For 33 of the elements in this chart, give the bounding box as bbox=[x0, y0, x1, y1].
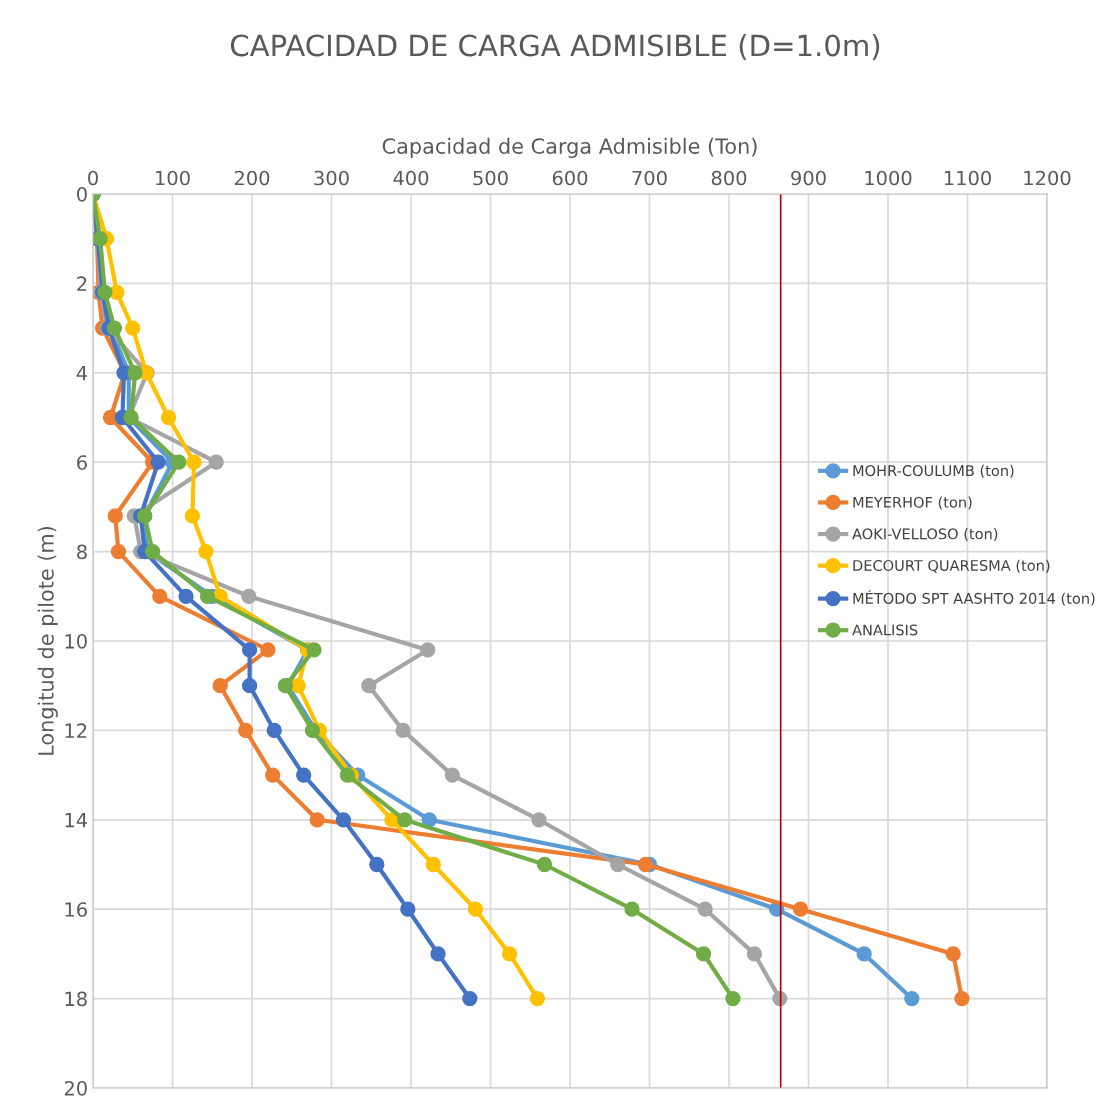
y-tick-label: 18 bbox=[65, 991, 87, 1007]
y-tick-label: 2 bbox=[77, 276, 87, 291]
legend-label: AOKI-VELLOSO (ton) bbox=[852, 528, 998, 542]
legend-label: ANALISIS bbox=[852, 624, 918, 636]
y-tick-label: 12 bbox=[65, 723, 87, 738]
y-tick-label: 14 bbox=[65, 813, 88, 828]
y-axis-title: Longitud de pilote (m) bbox=[37, 526, 58, 755]
y-tick-label: 20 bbox=[64, 1080, 87, 1096]
legend-label: DECOURT QUARESMA (ton) bbox=[853, 559, 1050, 573]
x-tick-label: 700 bbox=[632, 170, 667, 186]
x-tick-label: 600 bbox=[552, 170, 588, 186]
x-tick-label: 0 bbox=[88, 170, 98, 186]
legend-label: MOHR-COULUMB (ton) bbox=[853, 464, 1014, 478]
x-tick-label: 300 bbox=[314, 170, 349, 186]
x-tick-label: 1200 bbox=[1024, 170, 1071, 186]
x-tick-label: 1100 bbox=[944, 170, 991, 186]
x-tick-label: 500 bbox=[473, 170, 508, 186]
x-axis-title: Capacidad de Carga Admisible (Ton) bbox=[382, 137, 757, 158]
x-tick-label: 1000 bbox=[865, 170, 912, 186]
legend-label: MÉTODO SPT AASHTO 2014 (ton) bbox=[853, 590, 1095, 606]
x-tick-label: 200 bbox=[234, 170, 270, 186]
x-tick-label: 400 bbox=[393, 170, 429, 186]
x-tick-label: 900 bbox=[791, 170, 826, 186]
y-tick-label: 4 bbox=[76, 366, 88, 381]
x-tick-label: 100 bbox=[156, 170, 190, 186]
y-tick-label: 16 bbox=[65, 902, 87, 917]
y-tick-label: 10 bbox=[65, 633, 87, 649]
legend-label: MEYERHOF (ton) bbox=[853, 496, 972, 510]
y-tick-label: 0 bbox=[77, 186, 87, 202]
chart-title: CAPACIDAD DE CARGA ADMISIBLE (D=1.0m) bbox=[230, 33, 880, 60]
y-tick-label: 6 bbox=[77, 455, 87, 470]
y-tick-label: 8 bbox=[77, 544, 87, 560]
x-tick-label: 800 bbox=[711, 170, 747, 186]
